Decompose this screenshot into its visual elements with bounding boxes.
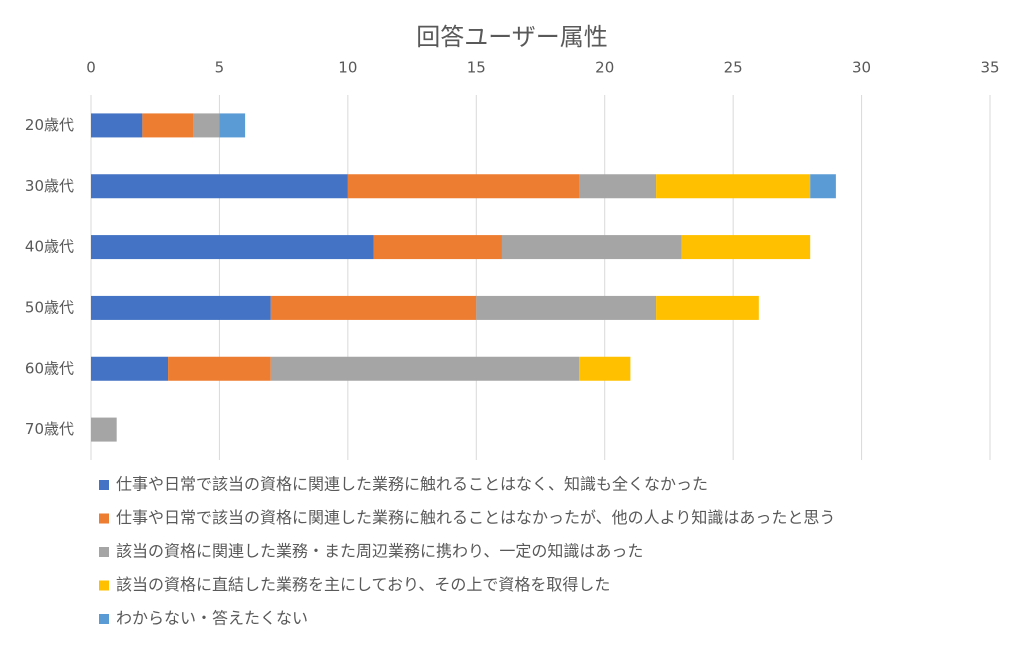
x-tick-label: 35 <box>980 59 999 77</box>
legend-swatch <box>99 513 109 524</box>
bar-segment <box>91 417 117 442</box>
bar-segment <box>270 356 580 381</box>
y-tick-label: 60歳代 <box>25 359 74 377</box>
bar-segment <box>656 174 811 199</box>
y-tick-label: 30歳代 <box>25 177 74 195</box>
bar-segment <box>219 113 246 138</box>
x-tick-label: 25 <box>724 59 743 77</box>
bar-segment <box>810 174 836 199</box>
bar-segment <box>168 356 271 381</box>
legend-label: 仕事や日常で該当の資格に関連した業務に触れることはなかったが、他の人より知識はあ… <box>116 508 835 527</box>
bar-segment <box>91 113 143 138</box>
y-tick-label: 70歳代 <box>25 420 74 438</box>
legend-swatch <box>99 480 109 490</box>
bar-segment <box>91 356 169 381</box>
x-tick-label: 15 <box>467 59 486 77</box>
chart-title: 回答ユーザー属性 <box>416 23 608 51</box>
bar-segment <box>347 174 580 199</box>
bar-segment <box>501 235 682 260</box>
bar-segment <box>373 235 502 260</box>
bar-segment <box>193 113 220 138</box>
bar-segment <box>681 235 811 260</box>
bar-segment <box>91 174 348 199</box>
y-tick-label: 40歳代 <box>25 238 74 256</box>
bar-segment <box>476 295 657 320</box>
legend-swatch <box>99 614 109 624</box>
legend-label: わからない・答えたくない <box>116 609 308 628</box>
x-tick-label: 0 <box>86 59 96 77</box>
bar-segment <box>270 295 477 320</box>
legend-swatch <box>99 547 109 557</box>
bar-segment <box>656 295 759 320</box>
bar-segment <box>579 356 631 381</box>
legend-swatch <box>99 580 109 591</box>
bar-segment <box>91 295 271 320</box>
y-tick-label: 50歳代 <box>25 298 74 316</box>
legend-label: 仕事や日常で該当の資格に関連した業務に触れることはなく、知識も全くなかった <box>116 475 708 494</box>
bar-segment <box>142 113 194 138</box>
x-tick-label: 10 <box>338 59 357 77</box>
x-tick-label: 30 <box>852 59 871 77</box>
y-tick-label: 20歳代 <box>25 116 74 134</box>
bar-segment <box>579 174 657 199</box>
legend-label: 該当の資格に関連した業務・また周辺業務に携わり、一定の知識はあった <box>116 542 643 561</box>
x-tick-label: 20 <box>595 59 614 77</box>
bar-segment <box>91 235 374 260</box>
legend-label: 該当の資格に直結した業務を主にしており、その上で資格を取得した <box>116 575 610 594</box>
x-tick-label: 5 <box>215 59 225 77</box>
